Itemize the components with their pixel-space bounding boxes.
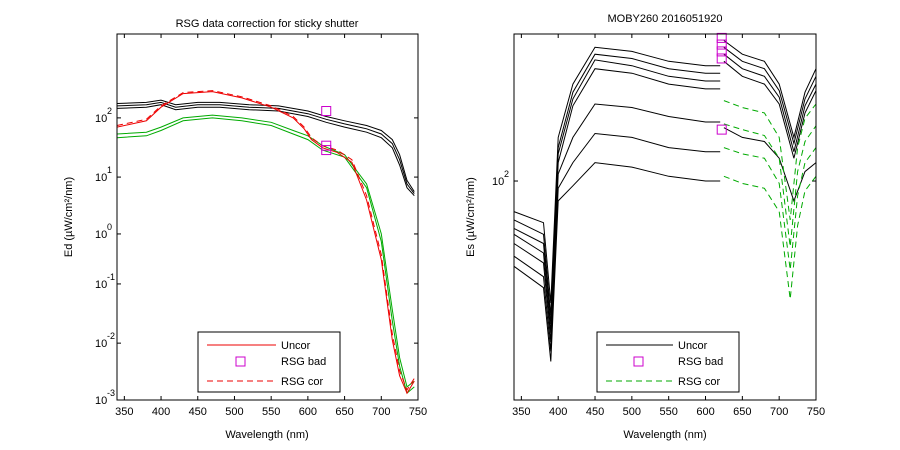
right-x-tick-label: 700 <box>770 406 788 418</box>
right-legend-rsgbad-swatch <box>633 356 644 367</box>
left-y-tick-exponent: -3 <box>107 388 115 398</box>
left-rsg-bad-marker <box>321 145 332 156</box>
right-x-tick-label: 550 <box>660 406 678 418</box>
right-series-line <box>723 60 817 159</box>
right-x-tick-label: 650 <box>733 406 751 418</box>
left-series <box>116 90 415 395</box>
left-y-tick-exponent: 1 <box>107 165 112 175</box>
left-y-tick-label: 10 <box>95 229 107 241</box>
right-rsg-bad-marker <box>716 53 727 64</box>
right-y-axis-label: Es (µW/cm²/nm) <box>465 177 477 257</box>
right-chart: MOBY260 2016051920 Es (µW/cm²/nm) Wavele… <box>465 13 825 441</box>
right-series <box>513 40 817 362</box>
right-series-line <box>513 59 721 324</box>
right-legend-rsgcor-label: RSG cor <box>678 376 721 388</box>
right-series-line <box>723 123 817 247</box>
right-series-line <box>513 162 721 362</box>
right-x-tick-label: 450 <box>586 406 604 418</box>
left-series-line <box>116 114 415 388</box>
right-x-tick-label: 400 <box>549 406 567 418</box>
right-series-line <box>723 147 817 270</box>
left-y-axis-label: Ed (µW/cm²/nm) <box>63 177 75 257</box>
right-x-tick-label: 600 <box>696 406 714 418</box>
left-series-line <box>116 90 415 392</box>
left-chart: RSG data correction for sticky shutter E… <box>63 18 427 441</box>
left-legend-box <box>197 331 341 393</box>
left-x-tick-label: 450 <box>189 406 207 418</box>
left-legend-rsgbad-label: RSG bad <box>281 356 326 368</box>
right-chart-title: MOBY260 2016051920 <box>608 13 723 25</box>
right-series-line <box>513 68 721 333</box>
left-y-tick-exponent: 0 <box>107 222 112 232</box>
right-series-line <box>513 53 721 316</box>
left-legend-uncor-label: Uncor <box>281 340 311 352</box>
right-y-tick-label: 10 <box>492 176 504 188</box>
left-y-tick-exponent: 2 <box>107 106 112 116</box>
right-series-line <box>723 127 817 203</box>
left-rsg-bad-markers <box>321 106 332 156</box>
right-legend-rsgbad-label: RSG bad <box>678 356 723 368</box>
left-legend-rsgcor-label: RSG cor <box>281 376 324 388</box>
left-x-tick-label: 350 <box>115 406 133 418</box>
right-legend-uncor-label: Uncor <box>678 340 708 352</box>
right-series-line <box>723 100 817 220</box>
left-chart-title: RSG data correction for sticky shutter <box>176 18 359 30</box>
right-legend: Uncor RSG bad RSG cor <box>596 331 740 393</box>
left-y-tick-exponent: -2 <box>107 331 115 341</box>
left-series-line <box>116 101 415 194</box>
right-rsg-bad-marker <box>716 124 727 135</box>
right-plot-frame <box>513 33 817 401</box>
right-x-tick-label: 500 <box>623 406 641 418</box>
left-x-tick-label: 550 <box>262 406 280 418</box>
right-rsg-bad-marker <box>716 46 727 57</box>
left-y-tick-label: 10 <box>95 113 107 125</box>
left-x-tick-label: 700 <box>372 406 390 418</box>
left-series-line <box>116 117 415 394</box>
right-y-tick-exponent: 2 <box>504 169 509 179</box>
right-x-tick-label: 750 <box>807 406 825 418</box>
left-x-tick-label: 600 <box>299 406 317 418</box>
right-series-line <box>723 53 817 152</box>
right-series-line <box>513 46 721 304</box>
left-x-tick-label: 500 <box>225 406 243 418</box>
right-series-line <box>723 46 817 146</box>
left-x-axis-label: Wavelength (nm) <box>225 429 308 441</box>
right-x-tick-label: 350 <box>512 406 530 418</box>
right-rsg-bad-markers <box>716 32 727 135</box>
left-rsg-bad-marker <box>321 106 332 117</box>
left-x-tick-label: 650 <box>335 406 353 418</box>
right-series-line <box>513 132 721 352</box>
left-y-tick-label: 10 <box>95 279 107 291</box>
right-series-line <box>513 103 721 342</box>
left-series-line <box>116 104 415 197</box>
left-y-tick-exponent: -1 <box>107 272 115 282</box>
right-rsg-bad-marker <box>716 32 727 43</box>
right-legend-box <box>596 331 740 393</box>
left-series-line <box>116 91 415 395</box>
left-legend: Uncor RSG bad RSG cor <box>197 331 341 393</box>
left-y-tick-label: 10 <box>95 338 107 350</box>
right-ticks: 350 400 450 500 550 600 650 700 750 102 <box>492 34 825 418</box>
right-x-axis-label: Wavelength (nm) <box>623 429 706 441</box>
right-series-line <box>723 40 817 140</box>
left-ticks: 350 400 450 500 550 600 650 700 75010-310-210-11… <box>95 34 427 418</box>
left-y-tick-label: 10 <box>95 395 107 407</box>
left-y-tick-label: 10 <box>95 172 107 184</box>
left-x-tick-label: 750 <box>409 406 427 418</box>
left-plot-frame <box>116 33 419 401</box>
left-series-line <box>116 99 415 192</box>
right-series-line <box>723 175 817 300</box>
left-x-tick-label: 400 <box>152 406 170 418</box>
left-legend-rsgbad-swatch <box>235 356 246 367</box>
right-rsg-bad-marker <box>716 39 727 50</box>
